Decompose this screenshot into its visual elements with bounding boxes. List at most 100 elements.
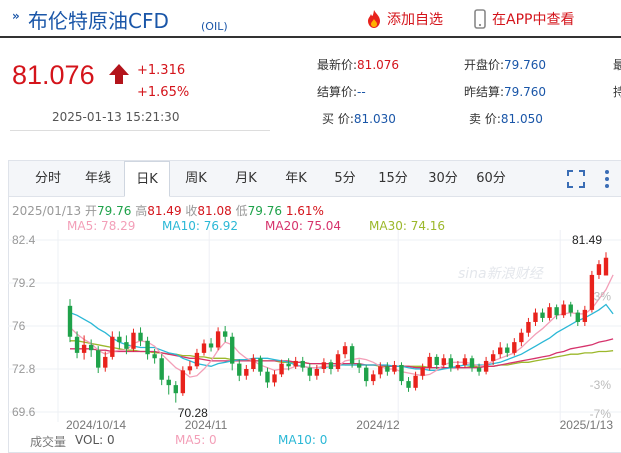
add-favorite-button[interactable]: 添加自选 [365, 8, 443, 30]
candle-body [519, 332, 524, 343]
info-high: 81.49 [147, 204, 182, 218]
tab-daily-k[interactable]: 日K [124, 161, 170, 197]
candle-body [512, 342, 517, 353]
candle-body [547, 307, 552, 318]
candle-body [392, 364, 397, 372]
flame-icon [368, 10, 380, 28]
cut-field-1: 最 [613, 58, 621, 72]
candle-body [427, 356, 432, 368]
volume-ma10: MA10: 0 [278, 433, 328, 447]
candle-body [328, 362, 334, 369]
fullscreen-icon[interactable] [566, 169, 586, 189]
candle-body [215, 331, 221, 348]
chart-panel: 分时 年线 日K 周K 月K 年K 5分 15分 30分 60分 [8, 160, 621, 453]
candle-body [145, 340, 150, 355]
candle-body [208, 343, 214, 348]
candle-body [230, 336, 235, 364]
candle-body [173, 385, 178, 394]
candle-body [244, 369, 249, 376]
candle-body [483, 360, 489, 372]
latest-price-value: 81.076 [357, 58, 400, 72]
open-in-app-button[interactable]: 在APP中查看 [474, 8, 574, 30]
candle-body [413, 375, 418, 388]
latest-price-field: 最新价:81.076 [317, 56, 399, 73]
buy-label: 买 价: [322, 112, 354, 126]
info-close-label: 收 [185, 204, 198, 218]
candle-body [441, 358, 446, 365]
candle-body [420, 367, 425, 376]
add-favorite-label: 添加自选 [387, 12, 443, 28]
period-tabs: 分时 年线 日K 周K 月K 年K 5分 15分 30分 60分 [9, 161, 621, 197]
tab-60min[interactable]: 60分 [476, 171, 506, 186]
kline-chart[interactable]: sina新浪财经 82.4 79.2 76 72.8 69.6 3% -3% -7% 2024/1… [8, 230, 621, 433]
candle-body [300, 360, 305, 368]
candle-body [314, 369, 320, 376]
candle-body [286, 363, 291, 367]
info-low-label: 低 [235, 204, 248, 218]
candle-body [554, 307, 559, 316]
ma10-line [69, 303, 614, 371]
change-value: +1.316 [137, 63, 186, 78]
candle-body [272, 374, 277, 383]
candle-body [279, 363, 284, 375]
tab-15min[interactable]: 15分 [378, 171, 408, 186]
tab-monthly-k[interactable]: 月K [235, 171, 257, 186]
info-low: 79.76 [247, 204, 282, 218]
open-price-label: 开盘价: [464, 58, 505, 72]
info-open: 79.76 [97, 204, 132, 218]
candle-body [110, 336, 115, 357]
candle-body [307, 367, 312, 376]
tab-30min[interactable]: 30分 [428, 171, 458, 186]
candle-body [103, 356, 108, 368]
candle-body [476, 367, 482, 372]
candle-body [187, 366, 193, 371]
x-tick-label: 2024/10/14 [66, 418, 126, 432]
candle-body [67, 305, 73, 337]
price-up-arrow-icon [109, 64, 129, 84]
y-tick-label: 79.2 [12, 276, 36, 290]
legend-ma5: MA5: 78.29 [67, 219, 136, 233]
candle-body [399, 364, 404, 382]
candle-body [349, 346, 355, 364]
current-price: 81.076 [12, 60, 95, 90]
open-price-field: 开盘价:79.760 [464, 56, 546, 73]
x-tick-label: 2024/12 [356, 418, 400, 432]
quote-time: 2025-01-13 15:21:30 [52, 110, 180, 124]
open-price-value: 79.760 [504, 58, 547, 72]
legend-ma30: MA30: 74.16 [369, 219, 446, 233]
candle-body [498, 347, 503, 355]
candle-info-line: 2025/01/13 开79.76 高81.49 收81.08 低79.76 1… [12, 202, 324, 219]
prev-settle-value: 79.760 [504, 85, 547, 99]
x-tick-label: 2024/11 [185, 418, 228, 432]
phone-icon [474, 9, 486, 29]
candle-body [434, 356, 439, 365]
more-options-icon[interactable] [604, 169, 610, 189]
tab-timeshare[interactable]: 分时 [34, 171, 61, 186]
header-bar: » 布伦特原油CFD (OIL) 添加自选 在APP中查看 [0, 0, 621, 38]
page-title: 布伦特原油CFD [28, 9, 169, 33]
tab-5min[interactable]: 5分 [334, 171, 356, 186]
candle-body [74, 336, 80, 353]
candle-body [251, 358, 256, 369]
legend-ma10: MA10: 76.92 [162, 219, 239, 233]
candle-body [568, 304, 573, 313]
candle-body [582, 309, 588, 322]
candle-body [406, 381, 411, 388]
quote-divider [10, 130, 270, 131]
sell-field: 卖 价:81.050 [469, 110, 543, 127]
candle-body [342, 346, 348, 355]
max-price-label: 81.49 [572, 233, 602, 247]
volume-label: VOL: 0 [75, 433, 115, 447]
candle-body [505, 347, 510, 353]
candle-body [589, 274, 595, 310]
info-pct: 1.61% [285, 204, 324, 218]
candle-body [455, 364, 461, 368]
tab-yearly-k[interactable]: 年K [285, 171, 307, 186]
pct-tick-label: 3% [594, 289, 612, 303]
candle-body [371, 374, 376, 382]
prev-settle-field: 昨结算:79.760 [464, 83, 546, 100]
tab-weekly-k[interactable]: 周K [185, 171, 207, 186]
candle-body [575, 312, 580, 322]
candle-body [138, 332, 143, 341]
tab-yearline[interactable]: 年线 [84, 171, 111, 186]
